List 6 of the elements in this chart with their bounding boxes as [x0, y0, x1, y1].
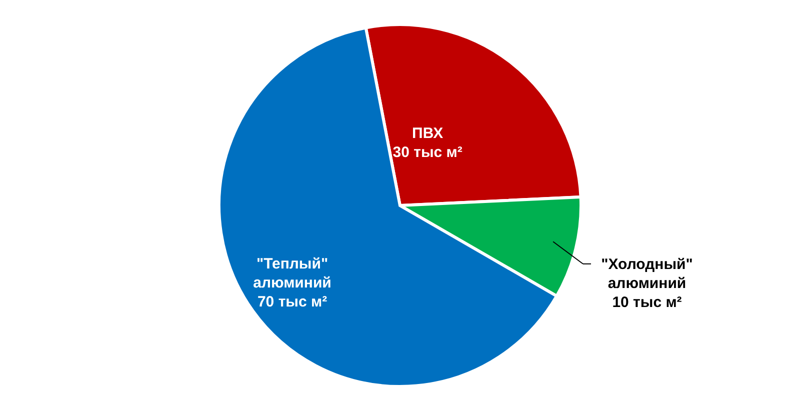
data-label: 30 тыс м²: [392, 144, 462, 161]
slice-label: "Теплый" алюминий: [253, 255, 332, 292]
slice-label: ПВХ: [412, 124, 444, 142]
data-label: 70 тыс м²: [257, 293, 328, 310]
slice-label: "Холодный" алюминий: [601, 256, 693, 292]
data-label: 10 тыс м²: [612, 294, 682, 311]
